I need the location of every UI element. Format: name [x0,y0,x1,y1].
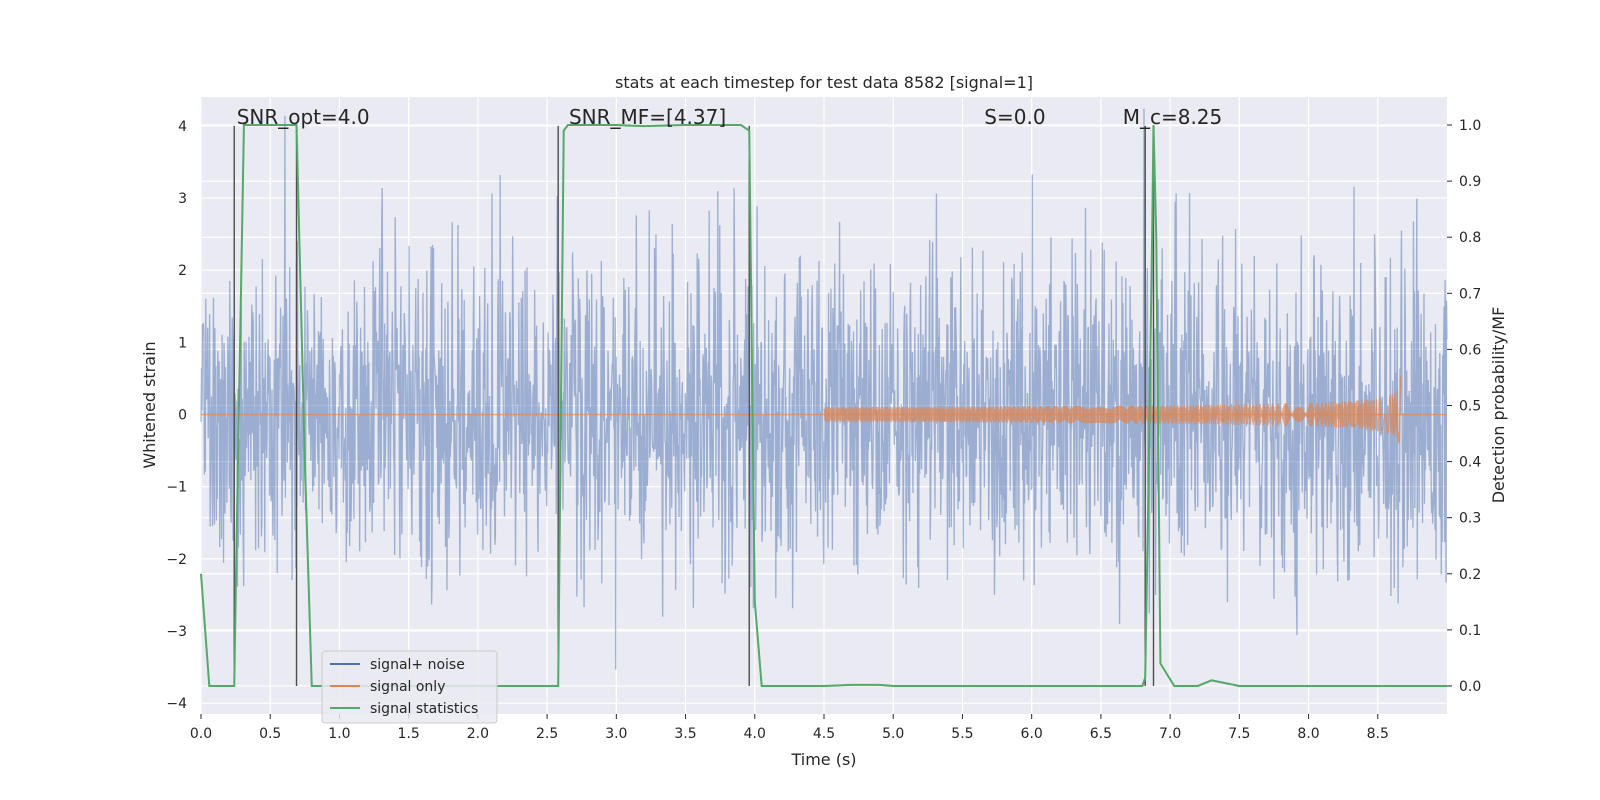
x-tick-label: 1.5 [398,726,420,742]
annotation-text: S=0.0 [984,105,1045,129]
y-axis-label-right: Detection probability/MF [1489,307,1508,504]
y-left-tick-label: −4 [166,696,187,712]
signal-only-line [823,375,1402,444]
y-left-tick-label: 3 [178,191,187,207]
legend-box [321,650,498,724]
x-tick-labels: 0.0 0.5 1.0 1.5 2.0 2.5 3.0 3.5 4.0 4.5 5.0 5.5 6.0 6… [190,714,1389,742]
legend: signal+ noise signal only signal statist… [321,650,498,724]
annotations: SNR_opt=4.0 SNR_MF=[4.37] S=0.0 M_c=8.25 [237,105,1223,129]
y-axis-label-left: Whitened strain [140,341,159,468]
x-tick-label: 6.0 [1021,726,1043,742]
annotation-text: SNR_opt=4.0 [237,105,370,129]
chart-title: stats at each timestep for test data 858… [615,73,1033,92]
y-right-tick-label: 0.7 [1459,286,1481,302]
y-right-tick-label: 0.4 [1459,455,1481,471]
signal-statistics-series [200,124,1447,687]
annotation-text: M_c=8.25 [1123,105,1223,129]
legend-label-noise: signal+ noise [370,657,465,673]
x-tick-label: 0.5 [259,726,281,742]
legend-label-stats: signal statistics [370,701,478,717]
x-tick-label: 2.0 [467,726,489,742]
y-right-tick-label: 0.9 [1459,174,1481,190]
x-tick-label: 4.5 [813,726,835,742]
legend-label-signal: signal only [370,679,445,695]
y-right-tick-label: 0.1 [1459,623,1481,639]
y-left-tick-label: 0 [178,408,187,424]
y-right-tick-label: 0.8 [1459,230,1481,246]
y-left-tick-label: −1 [166,480,187,496]
annotation-text: SNR_MF=[4.37] [569,105,726,129]
y-right-tick-label: 0.0 [1459,679,1481,695]
signal-noise-series [200,108,1448,670]
x-tick-label: 4.0 [744,726,766,742]
signal-noise-line [200,108,1448,670]
y-left-tick-label: 1 [178,335,187,351]
y-right-tick-labels: 0.0 0.1 0.2 0.3 0.4 0.5 0.6 0.7 0.8 0.9 1.0 [1447,118,1481,695]
x-tick-label: 3.5 [674,726,696,742]
y-left-tick-label: −2 [166,552,187,568]
y-left-tick-label: 2 [178,263,187,279]
y-right-tick-label: 0.3 [1459,511,1481,527]
x-tick-label: 1.0 [328,726,350,742]
signal-only-series [201,375,1447,444]
x-tick-label: 5.0 [882,726,904,742]
x-tick-label: 3.0 [605,726,627,742]
y-left-tick-labels: −4 −3 −2 −1 0 1 2 3 4 [166,119,187,712]
x-tick-label: 8.5 [1367,726,1389,742]
x-tick-label: 8.0 [1297,726,1319,742]
y-right-tick-label: 0.5 [1459,399,1481,415]
y-left-tick-label: −3 [166,624,187,640]
signal-statistics-line [200,124,1447,687]
y-right-tick-label: 0.2 [1459,567,1481,583]
x-tick-label: 0.0 [190,726,212,742]
x-tick-label: 7.5 [1228,726,1250,742]
y-right-tick-label: 1.0 [1459,118,1481,134]
y-right-tick-label: 0.6 [1459,342,1481,358]
x-tick-label: 7.0 [1159,726,1181,742]
x-axis-label: Time (s) [790,750,856,769]
x-tick-label: 6.5 [1090,726,1112,742]
y-left-tick-label: 4 [178,119,187,135]
x-tick-label: 5.5 [951,726,973,742]
x-tick-label: 2.5 [536,726,558,742]
